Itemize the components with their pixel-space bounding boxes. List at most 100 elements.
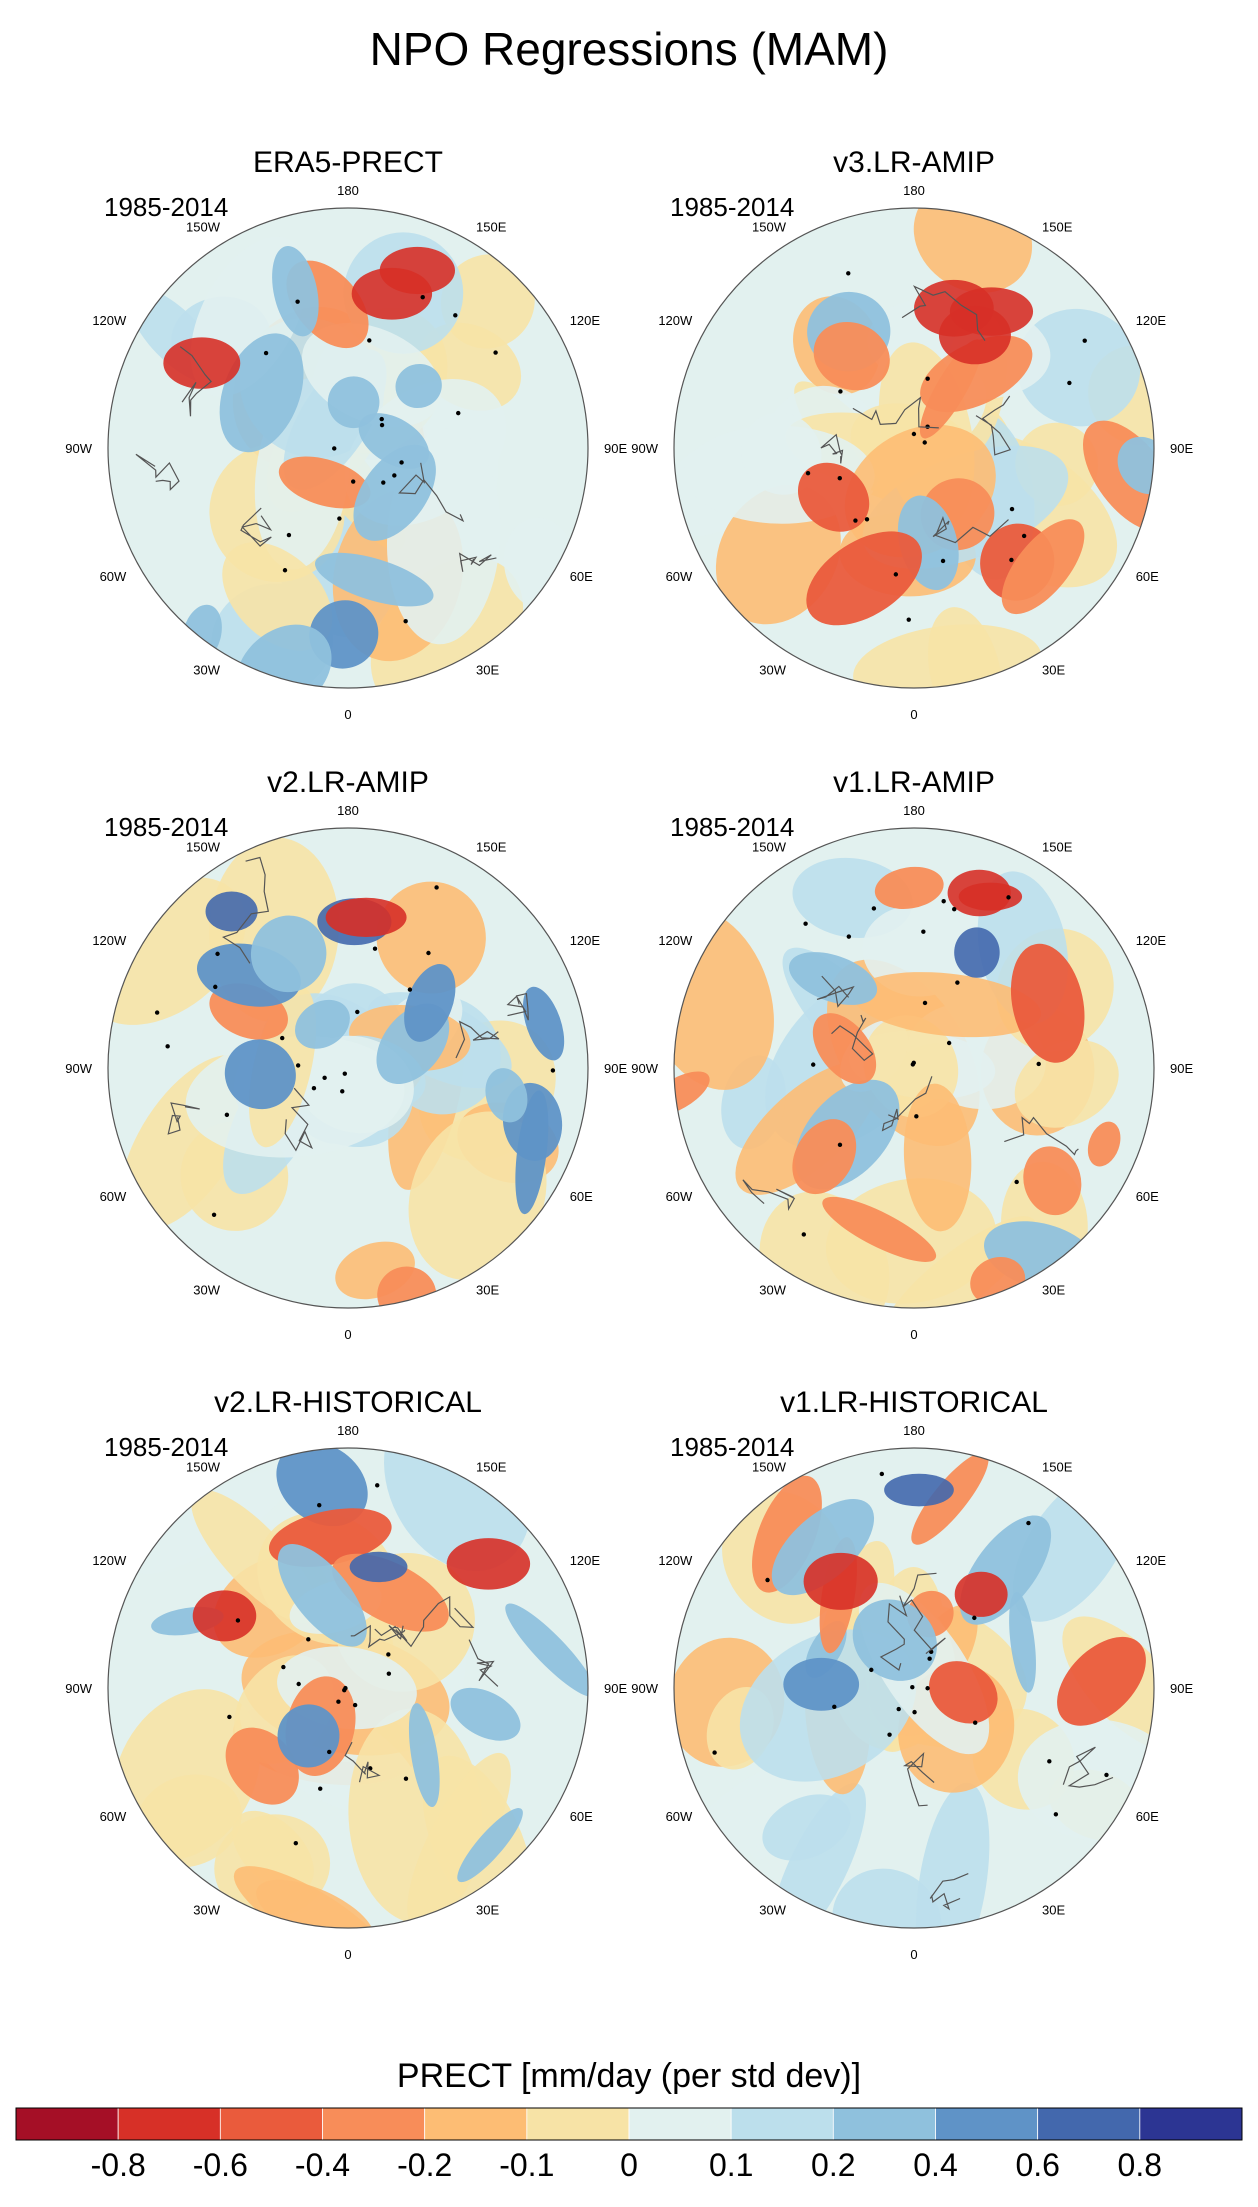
longitude-label: 120E (570, 933, 601, 948)
longitude-label: 30E (476, 1283, 499, 1298)
longitude-label: 60E (570, 1189, 593, 1204)
longitude-label: 90E (604, 441, 627, 456)
colorbar-tick-labels: -0.8 -0.6 -0.4 -0.2 -0.1 0 0.1 0.2 0.4 0.6 0.8 (91, 2147, 1162, 2183)
panel-period: 1985-2014 (670, 1432, 794, 1462)
longitude-label: 60W (666, 1189, 693, 1204)
longitude-label: 120W (92, 1553, 127, 1568)
map-panel: v3.LR-AMIP 1985-2014 180 150E 120E 90E 60E 30E 0… (631, 146, 1193, 722)
colorbar-box (1037, 2107, 1141, 2141)
colorbar-tick-label: -0.4 (295, 2147, 350, 2183)
colorbar-tick-label: 0.6 (1015, 2147, 1059, 2183)
panel-title: ERA5-PRECT (253, 146, 443, 179)
longitude-label: 150W (186, 1459, 221, 1474)
longitude-label: 60W (666, 1809, 693, 1824)
longitude-label: 30E (1042, 663, 1065, 678)
longitude-label: 150E (1042, 219, 1073, 234)
colorbar-tick-label: -0.8 (91, 2147, 146, 2183)
longitude-label: 0 (344, 707, 351, 722)
panel-title: v3.LR-AMIP (833, 146, 995, 179)
colorbar-tick-label: 0 (620, 2147, 638, 2183)
longitude-label: 180 (903, 183, 925, 198)
colorbar-boxes (15, 2107, 1243, 2141)
colorbar-tick-label: -0.2 (397, 2147, 452, 2183)
longitude-label: 0 (344, 1327, 351, 1342)
map-boundary (107, 827, 589, 1309)
longitude-label: 150E (476, 219, 507, 234)
longitude-label: 180 (337, 1423, 359, 1438)
panel-period: 1985-2014 (670, 812, 794, 842)
panel-title: v1.LR-HISTORICAL (780, 1386, 1048, 1419)
longitude-label: 150E (476, 1459, 507, 1474)
map-boundary (107, 1447, 589, 1929)
panel-title: v2.LR-AMIP (267, 766, 429, 799)
longitude-label: 0 (910, 1947, 917, 1962)
map-boundary (673, 827, 1155, 1309)
longitude-label: 150E (1042, 1459, 1073, 1474)
longitude-label: 30E (1042, 1283, 1065, 1298)
colorbar-tick-label: 0.8 (1118, 2147, 1162, 2183)
longitude-label: 90W (65, 441, 92, 456)
panel-period: 1985-2014 (670, 192, 794, 222)
panel-title: v2.LR-HISTORICAL (214, 1386, 482, 1419)
map-boundary (673, 207, 1155, 689)
longitude-label: 30E (476, 1903, 499, 1918)
colorbar-tick-label: -0.6 (193, 2147, 248, 2183)
colorbar-box (15, 2107, 119, 2141)
longitude-label: 120W (658, 313, 693, 328)
longitude-label: 60W (100, 1189, 127, 1204)
longitude-label: 0 (910, 1327, 917, 1342)
longitude-label: 60W (100, 569, 127, 584)
colorbar-box (832, 2107, 936, 2141)
colorbar-tick-label: 0.4 (913, 2147, 957, 2183)
longitude-label: 30W (759, 1903, 786, 1918)
colorbar-tick-label: 0.1 (709, 2147, 753, 2183)
longitude-label: 150W (752, 219, 787, 234)
map-panel: v2.LR-AMIP 1985-2014 180 150E 120E 90E 60E 30E 0… (65, 766, 627, 1342)
longitude-label: 120E (1136, 1553, 1167, 1568)
panel-period: 1985-2014 (104, 1432, 228, 1462)
map-panel: ERA5-PRECT 1985-2014 180 150E 120E 90E 60E 30E 0… (65, 146, 627, 722)
longitude-label: 30W (193, 1903, 220, 1918)
longitude-label: 150W (186, 839, 221, 854)
longitude-label: 120E (570, 1553, 601, 1568)
longitude-label: 150E (1042, 839, 1073, 854)
map-boundary (107, 207, 589, 689)
longitude-label: 120W (92, 313, 127, 328)
precip-field (108, 1448, 588, 1928)
colorbar-box (935, 2107, 1039, 2141)
colorbar-box (628, 2107, 732, 2141)
longitude-label: 120E (570, 313, 601, 328)
longitude-label: 30W (193, 1283, 220, 1298)
longitude-label: 60E (570, 569, 593, 584)
longitude-label: 60E (570, 1809, 593, 1824)
precip-field (674, 828, 1154, 1308)
longitude-label: 60W (100, 1809, 127, 1824)
longitude-label: 60E (1136, 1809, 1159, 1824)
longitude-label: 90E (1170, 1681, 1193, 1696)
panel-period: 1985-2014 (104, 812, 228, 842)
longitude-label: 180 (903, 803, 925, 818)
map-panel: v1.LR-HISTORICAL 1985-2014 180 150E 120E 90E 6… (631, 1386, 1193, 1962)
colorbar-box (219, 2107, 323, 2141)
longitude-label: 180 (337, 803, 359, 818)
longitude-label: 90W (631, 441, 658, 456)
longitude-label: 60W (666, 569, 693, 584)
longitude-label: 0 (344, 1947, 351, 1962)
longitude-label: 30W (193, 663, 220, 678)
longitude-label: 90E (604, 1061, 627, 1076)
longitude-label: 180 (337, 183, 359, 198)
longitude-label: 150W (752, 839, 787, 854)
longitude-label: 90W (631, 1061, 658, 1076)
colorbar-tick-label: 0.2 (811, 2147, 855, 2183)
colorbar-box (424, 2107, 528, 2141)
panel-period: 1985-2014 (104, 192, 228, 222)
longitude-label: 60E (1136, 1189, 1159, 1204)
colorbar-box (526, 2107, 630, 2141)
longitude-label: 180 (903, 1423, 925, 1438)
longitude-label: 120W (658, 933, 693, 948)
longitude-label: 120E (1136, 313, 1167, 328)
longitude-label: 90W (65, 1681, 92, 1696)
longitude-label: 30W (759, 1283, 786, 1298)
colorbar-tick-label: -0.1 (499, 2147, 554, 2183)
